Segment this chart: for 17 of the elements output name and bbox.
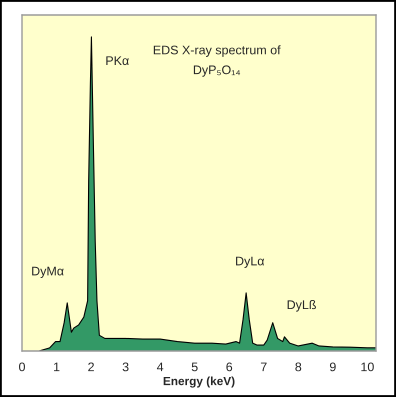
- x-tick-label: 9: [330, 362, 336, 372]
- x-tick-label: 8: [295, 362, 302, 372]
- x-tick-label: 4: [156, 362, 164, 372]
- x-axis-title: Energy (keV): [164, 376, 234, 388]
- x-tick-label: 10: [361, 362, 374, 372]
- text: EDS X-ray spectrum of DyP₅O₁₄: [154, 45, 281, 77]
- x-tick-label: 1: [54, 362, 60, 372]
- annotation: DyMα: [32, 266, 64, 278]
- annotation: DyLα: [236, 256, 264, 268]
- annotation: PKα: [106, 56, 129, 66]
- x-tick-label: 7: [260, 362, 267, 372]
- x-tick-label: 2: [88, 362, 94, 372]
- x-tick-label: 3: [122, 362, 129, 372]
- x-tick-label: 5: [192, 362, 198, 372]
- x-tick-label: 0: [19, 362, 25, 372]
- annotation: DyLß: [288, 300, 316, 312]
- x-tick-label: 6: [226, 362, 232, 372]
